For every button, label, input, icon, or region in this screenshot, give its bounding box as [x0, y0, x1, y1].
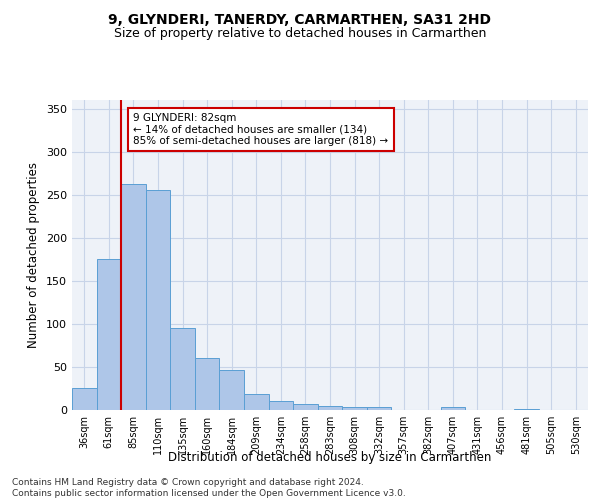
Bar: [220, 370, 244, 410]
Bar: [514, 409, 539, 410]
Bar: [121, 184, 146, 410]
Bar: [97, 260, 121, 410]
Text: Contains HM Land Registry data © Crown copyright and database right 2024.
Contai: Contains HM Land Registry data © Crown c…: [12, 478, 406, 498]
Bar: [195, 358, 220, 410]
Text: 9 GLYNDERI: 82sqm
← 14% of detached houses are smaller (134)
85% of semi-detache: 9 GLYNDERI: 82sqm ← 14% of detached hous…: [133, 113, 389, 146]
Bar: [342, 406, 367, 410]
Bar: [170, 328, 195, 410]
Text: Distribution of detached houses by size in Carmarthen: Distribution of detached houses by size …: [169, 451, 491, 464]
Bar: [72, 388, 97, 410]
Text: Size of property relative to detached houses in Carmarthen: Size of property relative to detached ho…: [114, 28, 486, 40]
Bar: [367, 406, 391, 410]
Bar: [146, 190, 170, 410]
Bar: [440, 406, 465, 410]
Bar: [318, 406, 342, 410]
Bar: [269, 402, 293, 410]
Bar: [244, 394, 269, 410]
Y-axis label: Number of detached properties: Number of detached properties: [28, 162, 40, 348]
Text: 9, GLYNDERI, TANERDY, CARMARTHEN, SA31 2HD: 9, GLYNDERI, TANERDY, CARMARTHEN, SA31 2…: [109, 12, 491, 26]
Bar: [293, 404, 318, 410]
